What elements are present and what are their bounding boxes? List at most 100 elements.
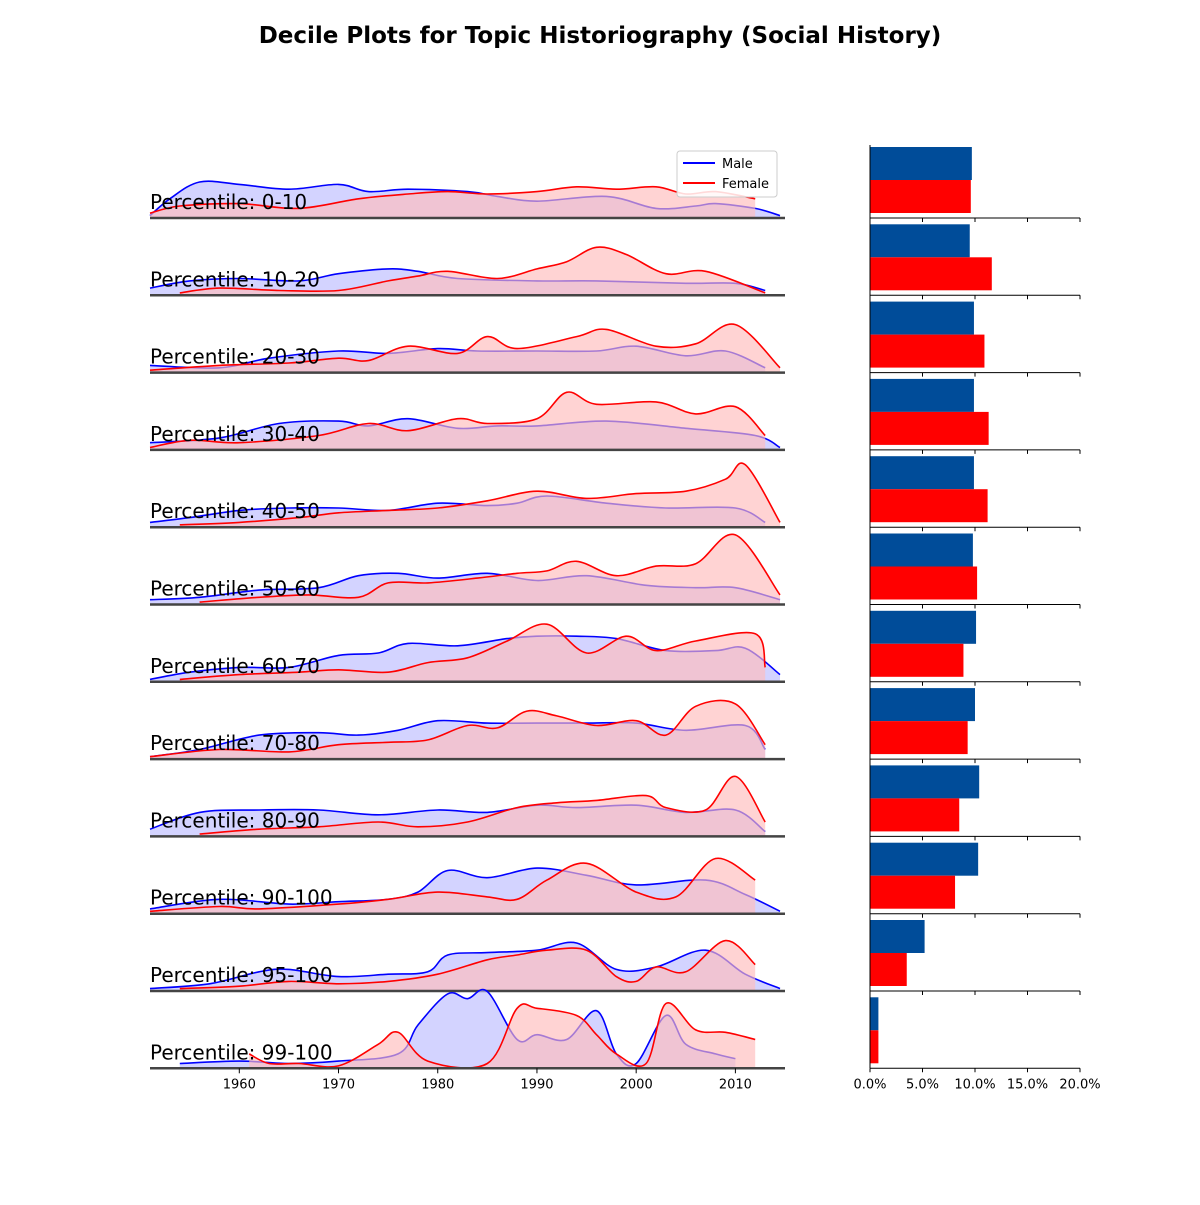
bar-panel xyxy=(869,147,1081,222)
female-bar xyxy=(870,643,964,677)
male-bar xyxy=(870,842,979,876)
row-label: Percentile: 70-80 xyxy=(150,731,320,755)
bar-panel xyxy=(869,997,1081,1073)
bar-tick-label: 10.0% xyxy=(954,1077,995,1092)
legend: Male Female xyxy=(676,150,778,198)
x-tick-label: 2000 xyxy=(620,1077,653,1092)
x-tick-label: 1990 xyxy=(520,1077,553,1092)
female-density-area xyxy=(150,700,766,760)
female-bar xyxy=(870,334,985,368)
male-bar xyxy=(870,378,974,412)
row-label: Percentile: 30-40 xyxy=(150,422,320,446)
bar-tick-label: 0.0% xyxy=(853,1077,886,1092)
female-density-area xyxy=(179,247,766,296)
female-density-area xyxy=(150,324,780,373)
ridgeline-row: Percentile: 95-100 xyxy=(149,939,785,993)
bar-tick-label: 20.0% xyxy=(1059,1077,1100,1092)
ridgeline-row: Percentile: 60-70 xyxy=(149,623,785,684)
row-label: Percentile: 95-100 xyxy=(150,963,333,987)
female-bar xyxy=(870,953,907,986)
row-label: Percentile: 90-100 xyxy=(150,886,333,910)
x-tick-label: 2010 xyxy=(719,1077,752,1092)
row-label: Percentile: 99-100 xyxy=(150,1040,333,1064)
bar-panel xyxy=(869,456,1081,532)
axes: 1960 1970 1980 1990 2000 2010 0.0% 5.0% 10.0% 15.… xyxy=(223,145,1101,1092)
ridgeline-row: Percentile: 40-50 xyxy=(149,462,785,529)
male-bar xyxy=(870,147,972,180)
male-bar xyxy=(870,533,973,567)
row-label: Percentile: 0-10 xyxy=(150,190,307,214)
male-bar xyxy=(870,456,974,490)
row-label: Percentile: 20-30 xyxy=(150,345,320,369)
ridgeline-row: Percentile: 99-100 xyxy=(150,988,785,1070)
row-label: Percentile: 10-20 xyxy=(150,267,320,291)
bar-panel xyxy=(869,610,1081,686)
ridgeline-row: Percentile: 50-60 xyxy=(149,533,785,606)
female-bar xyxy=(870,566,978,600)
male-bar xyxy=(870,920,925,953)
bar-panels xyxy=(869,147,1081,1073)
male-density-line xyxy=(149,941,781,990)
female-bar xyxy=(870,489,988,523)
male-bar xyxy=(870,765,980,799)
female-bar xyxy=(870,798,960,832)
female-density-line xyxy=(179,939,756,990)
female-bar xyxy=(870,180,971,213)
bar-tick-label: 5.0% xyxy=(906,1077,939,1092)
bar-panel xyxy=(869,842,1081,918)
female-bar xyxy=(870,257,992,291)
female-density-line xyxy=(179,462,781,526)
bar-tick-label: 15.0% xyxy=(1007,1077,1048,1092)
female-bar xyxy=(870,721,968,755)
bar-panel xyxy=(869,301,1081,377)
bar-panel xyxy=(869,765,1081,841)
female-density-line xyxy=(179,246,766,294)
female-density-area xyxy=(249,1002,756,1069)
ridgeline-row: Percentile: 20-30 xyxy=(149,323,785,374)
male-bar xyxy=(870,224,970,258)
female-density-line xyxy=(149,391,766,449)
bar-panel xyxy=(869,533,1081,609)
ridgeline-row: Percentile: 90-100 xyxy=(149,857,785,915)
female-density-area xyxy=(179,463,781,528)
row-label: Percentile: 60-70 xyxy=(150,654,320,678)
female-bar xyxy=(870,411,989,445)
ridgeline-row: Percentile: 10-20 xyxy=(149,246,785,297)
bar-panel xyxy=(869,378,1081,454)
x-tick-label: 1960 xyxy=(223,1077,256,1092)
female-density-line xyxy=(149,323,781,371)
row-label: Percentile: 40-50 xyxy=(150,499,320,523)
female-bar xyxy=(870,1030,879,1064)
legend-label: Male xyxy=(722,157,753,172)
male-bar xyxy=(870,610,977,644)
row-label: Percentile: 50-60 xyxy=(150,577,320,601)
male-bar xyxy=(870,301,974,335)
female-density-line xyxy=(149,857,756,913)
female-density-line xyxy=(199,775,766,835)
chart-title: Decile Plots for Topic Historiography (S… xyxy=(259,23,942,49)
x-tick-label: 1980 xyxy=(421,1077,454,1092)
bar-panel xyxy=(869,688,1081,764)
bar-panel xyxy=(869,224,1081,300)
male-bar xyxy=(870,688,975,722)
female-density-line xyxy=(199,533,781,603)
x-tick-label: 1970 xyxy=(322,1077,355,1092)
female-density-area xyxy=(150,392,766,450)
male-bar xyxy=(870,997,879,1031)
ridgeline-row: Percentile: 0-10 xyxy=(149,180,785,220)
bar-panel xyxy=(869,920,1081,995)
ridgeline-row: Percentile: 30-40 xyxy=(149,391,785,452)
female-density-area xyxy=(199,776,766,837)
ridgeline-row: Percentile: 80-90 xyxy=(149,775,785,838)
female-density-area xyxy=(199,534,781,605)
female-density-area xyxy=(150,186,756,218)
female-density-line xyxy=(179,623,766,681)
row-label: Percentile: 80-90 xyxy=(150,808,320,832)
female-density-line xyxy=(248,1002,756,1069)
female-density-line xyxy=(149,699,766,758)
ridgeline-rows: Percentile: 0-10 Percentile: 10-20 Percent… xyxy=(149,180,785,1070)
ridgeline-row: Percentile: 70-80 xyxy=(149,699,785,761)
legend-label: Female xyxy=(722,177,769,192)
